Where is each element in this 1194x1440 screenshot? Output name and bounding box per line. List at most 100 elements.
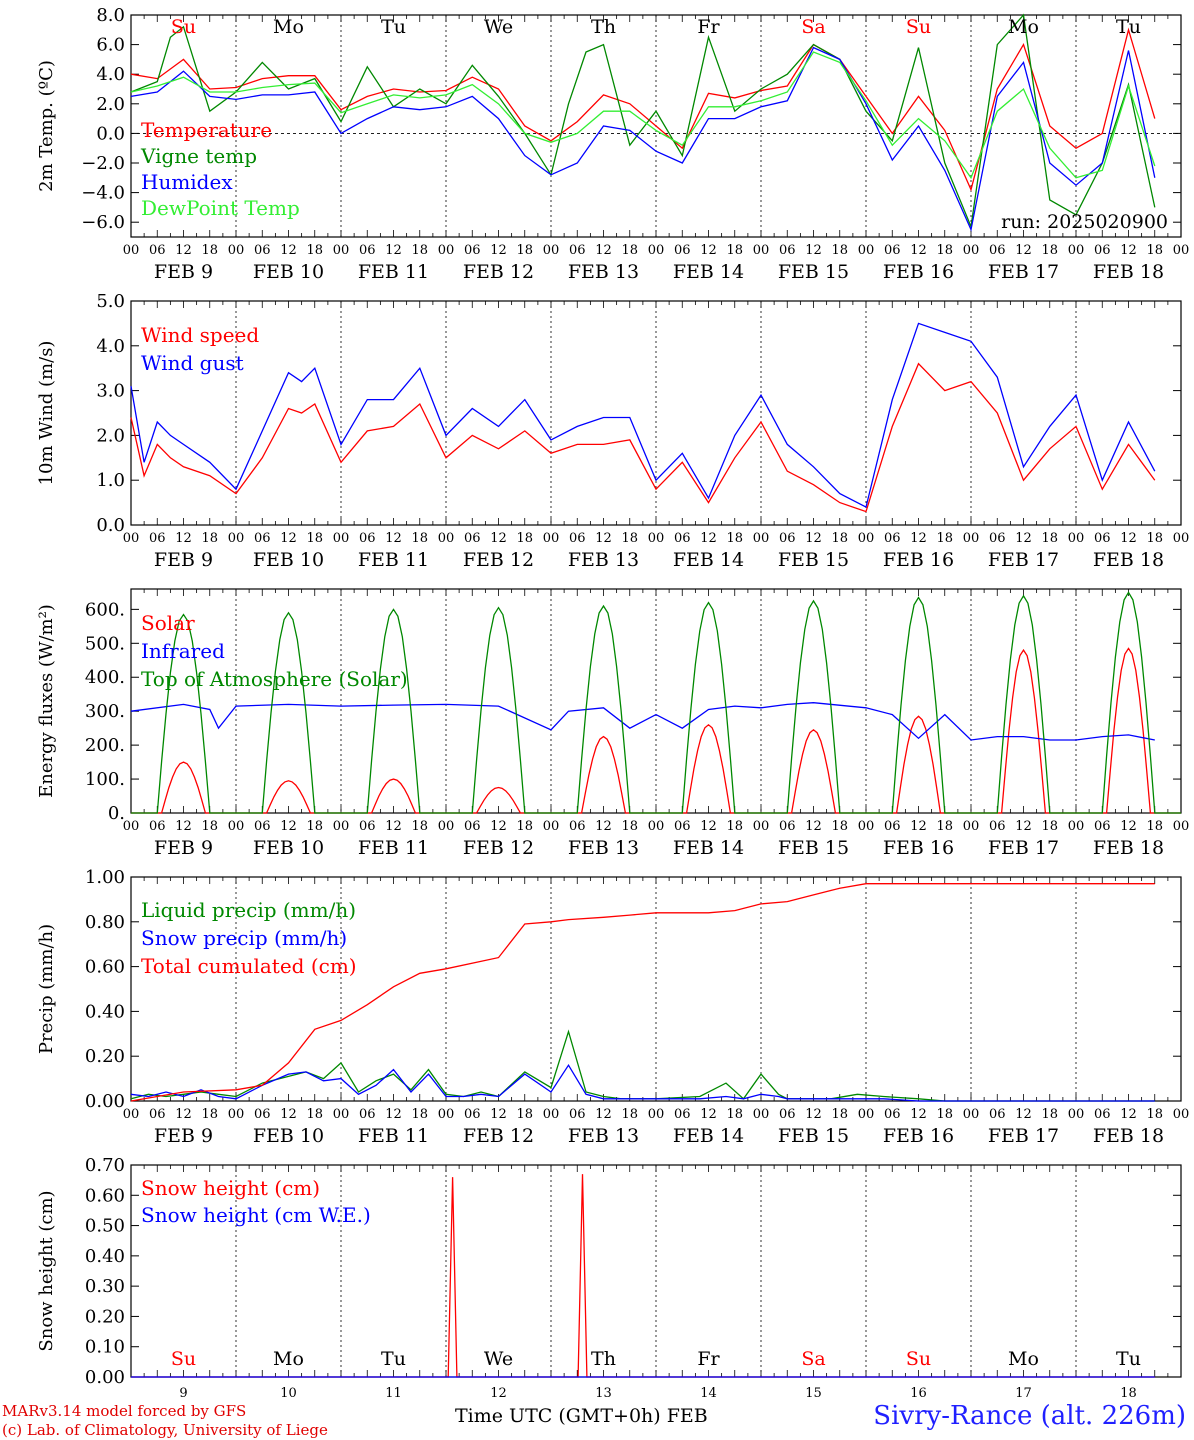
weekday-label: Sa bbox=[801, 1348, 825, 1370]
hour-tick-label: 00 bbox=[1173, 1107, 1190, 1122]
y-tick-label: 4.0 bbox=[96, 336, 125, 357]
date-label: FEB 9 bbox=[154, 837, 213, 859]
series-line-wind-speed bbox=[130, 362, 1156, 513]
weekday-label: Mo bbox=[1008, 1348, 1039, 1370]
hour-tick-label: 12 bbox=[700, 243, 717, 258]
hour-tick-label: 18 bbox=[201, 1107, 218, 1122]
hour-tick-label: 18 bbox=[831, 531, 848, 546]
hour-tick-label: 12 bbox=[385, 531, 402, 546]
hour-tick-label: 18 bbox=[936, 819, 953, 834]
hour-tick-label: 06 bbox=[464, 819, 481, 834]
hour-tick-label: 00 bbox=[123, 819, 140, 834]
hour-tick-label: 18 bbox=[516, 531, 533, 546]
hour-tick-label: 06 bbox=[1094, 1107, 1111, 1122]
hour-tick-label: 06 bbox=[884, 819, 901, 834]
series-line-total-cumulated-cm- bbox=[130, 883, 1155, 1102]
day-number-label: 18 bbox=[1120, 1386, 1137, 1401]
hour-tick-label: 00 bbox=[438, 819, 455, 834]
legend-entry: Infrared bbox=[141, 639, 225, 663]
hour-tick-label: 00 bbox=[228, 243, 245, 258]
y-tick-label: 4.0 bbox=[96, 64, 125, 85]
series-line-snow-precip-mm-h- bbox=[130, 1063, 1155, 1102]
date-label: FEB 13 bbox=[568, 1125, 639, 1147]
weekday-label: Mo bbox=[273, 16, 304, 38]
hour-tick-label: 06 bbox=[359, 243, 376, 258]
hour-tick-label: 18 bbox=[411, 243, 428, 258]
date-label: FEB 17 bbox=[988, 837, 1059, 859]
day-number-label: 13 bbox=[595, 1386, 612, 1401]
date-label: FEB 12 bbox=[463, 549, 534, 571]
hour-tick-label: 12 bbox=[385, 819, 402, 834]
y-tick-label: −2.0 bbox=[81, 153, 125, 174]
date-label: FEB 10 bbox=[253, 549, 324, 571]
hour-tick-label: 18 bbox=[1041, 531, 1058, 546]
hour-tick-label: 06 bbox=[779, 819, 796, 834]
hour-tick-label: 12 bbox=[1120, 819, 1137, 834]
hour-tick-label: 18 bbox=[411, 1107, 428, 1122]
legend-entry: Humidex bbox=[141, 170, 233, 194]
weekday-label: Tu bbox=[381, 1348, 406, 1370]
hour-tick-label: 06 bbox=[674, 1107, 691, 1122]
y-tick-label: 0.80 bbox=[85, 912, 125, 933]
hour-tick-label: 18 bbox=[411, 819, 428, 834]
hour-tick-label: 12 bbox=[805, 531, 822, 546]
hour-tick-label: 18 bbox=[936, 243, 953, 258]
date-label: FEB 11 bbox=[358, 549, 429, 571]
hour-tick-label: 00 bbox=[648, 819, 665, 834]
day-number-label: 14 bbox=[700, 1386, 717, 1401]
y-tick-label: 0.30 bbox=[85, 1276, 125, 1297]
date-label: FEB 14 bbox=[673, 261, 744, 283]
y-tick-label: 0.00 bbox=[85, 1091, 125, 1112]
date-label: FEB 18 bbox=[1093, 261, 1164, 283]
series-line-wind-gust bbox=[130, 322, 1156, 509]
hour-tick-label: 00 bbox=[1173, 243, 1190, 258]
hour-tick-label: 12 bbox=[280, 531, 297, 546]
legend-entry: Total cumulated (cm) bbox=[141, 954, 357, 978]
hour-tick-label: 18 bbox=[831, 243, 848, 258]
hour-tick-label: 18 bbox=[621, 819, 638, 834]
date-label: FEB 16 bbox=[883, 549, 954, 571]
y-tick-label: 300. bbox=[85, 701, 125, 722]
hour-tick-label: 12 bbox=[700, 1107, 717, 1122]
day-number-label: 11 bbox=[385, 1386, 402, 1401]
hour-tick-label: 18 bbox=[1146, 819, 1163, 834]
date-label: FEB 13 bbox=[568, 549, 639, 571]
hour-tick-label: 00 bbox=[648, 1107, 665, 1122]
hour-tick-label: 06 bbox=[149, 819, 166, 834]
y-tick-label: 0.50 bbox=[85, 1216, 125, 1237]
hour-tick-label: 06 bbox=[884, 243, 901, 258]
y-tick-label: −6.0 bbox=[81, 212, 125, 233]
hour-tick-label: 00 bbox=[123, 531, 140, 546]
hour-tick-label: 12 bbox=[1015, 531, 1032, 546]
date-label: FEB 9 bbox=[154, 261, 213, 283]
hour-tick-label: 00 bbox=[753, 243, 770, 258]
date-label: FEB 9 bbox=[154, 549, 213, 571]
hour-tick-label: 06 bbox=[779, 1107, 796, 1122]
hour-tick-label: 00 bbox=[1068, 819, 1085, 834]
date-label: FEB 13 bbox=[568, 261, 639, 283]
hour-tick-label: 12 bbox=[805, 243, 822, 258]
weekday-label: Tu bbox=[381, 16, 406, 38]
date-label: FEB 17 bbox=[988, 261, 1059, 283]
hour-tick-label: 18 bbox=[1041, 819, 1058, 834]
y-axis-label: 2m Temp. (ºC) bbox=[36, 60, 57, 192]
legend-entry: Vigne temp bbox=[140, 144, 257, 168]
y-tick-label: 0.20 bbox=[85, 1046, 125, 1067]
hour-tick-label: 18 bbox=[516, 243, 533, 258]
hour-tick-label: 12 bbox=[700, 531, 717, 546]
hour-tick-label: 06 bbox=[149, 1107, 166, 1122]
hour-tick-label: 06 bbox=[464, 1107, 481, 1122]
hour-tick-label: 00 bbox=[1068, 531, 1085, 546]
hour-tick-label: 06 bbox=[779, 243, 796, 258]
weekday-label: We bbox=[484, 1348, 513, 1370]
hour-tick-label: 00 bbox=[753, 1107, 770, 1122]
weekday-label: Th bbox=[591, 16, 616, 38]
y-tick-label: 0.70 bbox=[85, 1155, 125, 1176]
hour-tick-label: 18 bbox=[621, 531, 638, 546]
legend-entry: Top of Atmosphere (Solar) bbox=[141, 667, 408, 691]
legend-entry: Wind gust bbox=[141, 351, 244, 375]
y-axis-label: Energy fluxes (W/m²) bbox=[36, 604, 57, 798]
hour-tick-label: 18 bbox=[201, 243, 218, 258]
weekday-label: Sa bbox=[801, 16, 825, 38]
